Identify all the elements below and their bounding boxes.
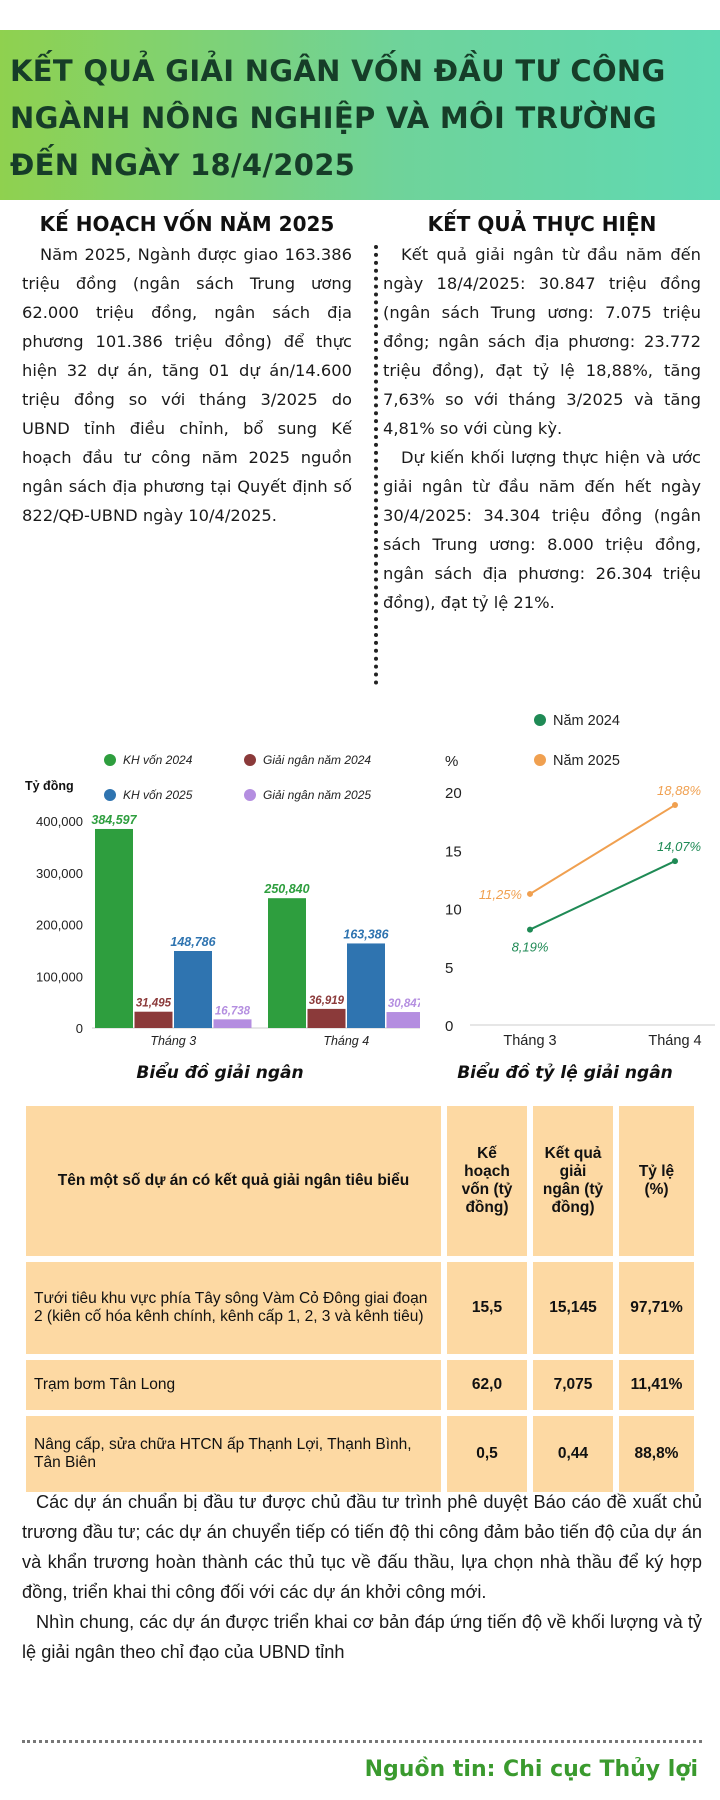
title-line-2: NGÀNH NÔNG NGHIỆP VÀ MÔI TRƯỜNG [10, 101, 658, 135]
project-name: Trạm bơm Tân Long [26, 1360, 441, 1410]
bar [174, 951, 212, 1028]
y-tick-label: 15 [445, 843, 462, 860]
y-axis-label: % [445, 753, 458, 770]
plan-column: KẾ HOẠCH VỐN NĂM 2025 Năm 2025, Ngành đư… [22, 212, 352, 530]
project-name: Tưới tiêu khu vực phía Tây sông Vàm Cỏ Đ… [26, 1262, 441, 1354]
summary-paragraph-1: Các dự án chuẩn bị đầu tư được chủ đầu t… [22, 1492, 702, 1602]
source-credit: Nguồn tin: Chi cục Thủy lợi [364, 1757, 698, 1782]
bar-data-label: 36,919 [309, 995, 345, 1007]
data-label: 18,88% [657, 783, 701, 798]
bar-data-label: 16,738 [215, 1005, 251, 1017]
line-chart-caption: Biểu đồ tỷ lệ giải ngân [457, 1063, 673, 1083]
y-tick-label: 400,000 [36, 814, 83, 829]
series-line [529, 804, 676, 895]
plan-paragraph: Năm 2025, Ngành được giao 163.386 triệu … [22, 245, 352, 525]
disbursed-amount: 0,44 [533, 1416, 613, 1492]
y-tick-label: 200,000 [36, 918, 83, 933]
header-plan-capital: Kế hoạch vốn (tỷ đồng) [447, 1106, 527, 1256]
result-column: KẾT QUẢ THỰC HIỆN Kết quả giải ngân từ đ… [383, 212, 701, 617]
header-banner: KẾT QUẢ GIẢI NGÂN VỐN ĐẦU TƯ CÔNG NGÀNH … [0, 30, 720, 200]
header-rate: Tỷ lệ (%) [619, 1106, 694, 1256]
disbursed-amount: 15,145 [533, 1262, 613, 1354]
header-disbursed: Kết quả giải ngân (tỷ đồng) [533, 1106, 613, 1256]
plan-capital: 15,5 [447, 1262, 527, 1354]
y-tick-label: 300,000 [36, 866, 83, 881]
plan-capital: 62,0 [447, 1360, 527, 1410]
legend-label: Năm 2025 [553, 753, 620, 769]
legend-label: KH vốn 2025 [123, 788, 193, 802]
table-row: Nâng cấp, sửa chữa HTCN ấp Thạnh Lợi, Th… [26, 1416, 694, 1492]
bar [268, 898, 306, 1028]
bar [386, 1012, 420, 1028]
bar-data-label: 31,495 [136, 998, 172, 1010]
data-label: 11,25% [479, 887, 522, 902]
y-tick-label: 5 [445, 960, 453, 977]
y-tick-label: 100,000 [36, 969, 83, 984]
title-line-3: ĐẾN NGÀY 18/4/2025 [10, 148, 356, 182]
x-tick-label: Tháng 4 [648, 1033, 701, 1049]
data-label: 14,07% [657, 839, 701, 854]
legend-marker [244, 754, 256, 766]
y-tick-label: 10 [445, 902, 462, 919]
footer-divider [22, 1740, 702, 1743]
data-point [527, 926, 533, 933]
bar [307, 1008, 346, 1028]
bar-data-label: 148,786 [170, 935, 216, 949]
summary-text: Các dự án chuẩn bị đầu tư được chủ đầu t… [22, 1487, 702, 1667]
y-tick-label: 20 [445, 785, 462, 802]
table-row: Trạm bơm Tân Long 62,0 7,075 11,41% [26, 1360, 694, 1410]
project-table: Tên một số dự án có kết quả giải ngân ti… [20, 1100, 700, 1498]
x-tick-label: Tháng 3 [503, 1033, 556, 1049]
disbursement-bar-chart: Tỷ đồng 0 100,000 200,000 300,000 400,000 KH v… [25, 753, 420, 1048]
legend-label: Giải ngân năm 2025 [263, 788, 371, 802]
legend-label: Năm 2024 [553, 713, 620, 729]
bar [134, 1011, 173, 1028]
data-label: 8,19% [512, 940, 549, 955]
summary-paragraph-2: Nhìn chung, các dự án được triển khai cơ… [22, 1612, 702, 1662]
bar [95, 828, 133, 1028]
bar-chart-caption: Biểu đồ giải ngân [136, 1063, 304, 1083]
legend-marker [534, 754, 546, 766]
legend-label: Giải ngân năm 2024 [263, 753, 371, 767]
result-paragraph-2: Dự kiến khối lượng thực hiện và ước giải… [383, 448, 701, 612]
disbursement-rate-line-chart: % 0 5 10 15 20 Năm 2024 Năm 2025 8,19% 14,07% 11,2… [445, 713, 715, 1049]
disbursement-rate: 11,41% [619, 1360, 694, 1410]
bar-data-label: 163,386 [343, 927, 389, 941]
bar-data-label: 30,847 [388, 998, 420, 1010]
bar [347, 943, 385, 1028]
bar-data-label: 250,840 [263, 882, 309, 896]
legend-marker [104, 754, 116, 766]
title-line-1: KẾT QUẢ GIẢI NGÂN VỐN ĐẦU TƯ CÔNG [10, 54, 666, 88]
page-title: KẾT QUẢ GIẢI NGÂN VỐN ĐẦU TƯ CÔNG NGÀNH … [10, 48, 710, 189]
project-name: Nâng cấp, sửa chữa HTCN ấp Thạnh Lợi, Th… [26, 1416, 441, 1492]
y-tick-label: 0 [76, 1021, 83, 1036]
data-point [672, 858, 678, 865]
result-paragraph-1: Kết quả giải ngân từ đầu năm đến ngày 18… [383, 245, 701, 438]
table-header-row: Tên một số dự án có kết quả giải ngân ti… [26, 1106, 694, 1256]
x-tick-label: Tháng 4 [323, 1034, 369, 1048]
plan-heading: KẾ HOẠCH VỐN NĂM 2025 [39, 212, 335, 236]
result-heading: KẾT QUẢ THỰC HIỆN [427, 212, 657, 236]
legend-marker [244, 789, 256, 801]
bar [213, 1019, 252, 1028]
table-row: Tưới tiêu khu vực phía Tây sông Vàm Cỏ Đ… [26, 1262, 694, 1354]
legend-label: KH vốn 2024 [123, 753, 193, 767]
header-project-name: Tên một số dự án có kết quả giải ngân ti… [26, 1106, 441, 1256]
data-point [527, 890, 533, 897]
plan-capital: 0,5 [447, 1416, 527, 1492]
x-tick-label: Tháng 3 [150, 1034, 196, 1048]
legend-marker [104, 789, 116, 801]
disbursement-rate: 88,8% [619, 1416, 694, 1492]
column-divider [374, 245, 378, 685]
y-axis-label: Tỷ đồng [25, 779, 74, 793]
disbursed-amount: 7,075 [533, 1360, 613, 1410]
disbursement-rate: 97,71% [619, 1262, 694, 1354]
data-point [672, 802, 678, 809]
y-tick-label: 0 [445, 1018, 453, 1035]
series-line [529, 860, 676, 931]
legend-marker [534, 714, 546, 726]
bar-data-label: 384,597 [91, 813, 137, 827]
